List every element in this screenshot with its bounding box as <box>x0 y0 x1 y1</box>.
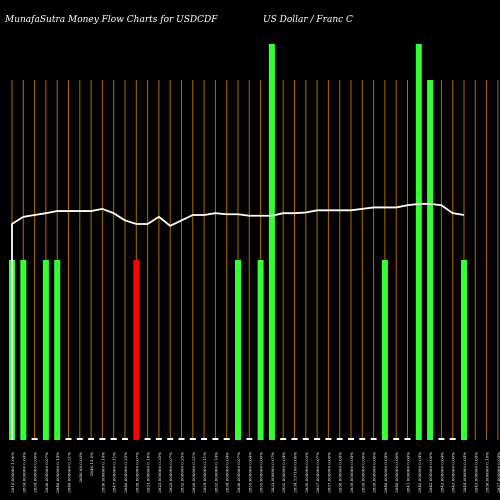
x-tick-labels: 2816.000000 1.00% 2834.000000 0.64% 2834.0… <box>10 452 500 493</box>
chart-title: MunafaSutra Money Flow Charts for USDCDF <box>4 15 218 25</box>
x-tick-label: 2841.000000 0.04% <box>406 452 411 493</box>
money-flow-bars <box>9 44 467 440</box>
bar <box>291 438 298 440</box>
bar <box>167 438 174 440</box>
x-tick-label: 2834.000000 0.64% <box>21 452 26 493</box>
bar <box>189 438 196 440</box>
x-tick-label: 2846.88 0.03% <box>78 452 83 483</box>
bar <box>336 438 343 440</box>
x-tick-label: 2844.000000 0.04% <box>462 452 467 493</box>
bar <box>314 438 321 440</box>
bar <box>110 438 117 440</box>
bar <box>348 438 354 440</box>
x-tick-label: 2835.000000 0.04% <box>247 452 252 493</box>
x-tick-label: 2843.000000 0.04% <box>439 452 444 493</box>
x-tick-label: 2836.000000 0.07% <box>236 452 241 493</box>
x-tick-label: 2836.000000 0.07% <box>44 452 49 493</box>
x-tick-label: 2837.000000 0.04% <box>496 452 500 493</box>
x-tick-label: 2843.000000 0.04% <box>473 452 478 493</box>
bar <box>42 260 49 440</box>
x-tick-label: 2838.000000 0.04% <box>338 452 343 493</box>
bar <box>449 438 456 440</box>
bar <box>122 438 128 440</box>
bar <box>246 438 253 440</box>
bar <box>65 438 72 440</box>
bar <box>223 438 230 440</box>
x-tick-label: 2834.137100 0.08% <box>293 452 298 493</box>
x-tick-label: 2842.000000 0.00% <box>428 452 433 493</box>
x-tick-label: 2829.000000 0.11% <box>202 452 207 493</box>
bar <box>257 260 264 440</box>
bar <box>144 438 151 440</box>
x-tick-label: 2833.000000 0.18% <box>146 452 151 493</box>
x-tick-label: 2832.000000 0.04% <box>281 452 286 493</box>
x-tick-label: 2850.000000 0.14% <box>100 452 105 493</box>
x-tick-label: 2840.000000 0.25% <box>123 452 128 493</box>
x-tick-label: 2846.000000 0.21% <box>67 452 72 493</box>
bar <box>88 438 95 440</box>
x-tick-label: 2823.000000 0.35% <box>157 452 162 493</box>
x-tick-label: 2838.000000 0.07% <box>134 452 139 493</box>
x-tick-label: 2840.000000 0.04% <box>383 452 388 493</box>
bar <box>427 80 434 440</box>
x-tick-label: 2846.13 0% <box>89 452 94 476</box>
x-tick-label: 2839.000000 0.04% <box>349 452 354 493</box>
bar <box>133 260 140 440</box>
bar <box>325 438 332 440</box>
x-tick-label: 2833.000000 0.07% <box>270 452 275 493</box>
x-tick-label: 2834.000000 0.04% <box>225 452 230 493</box>
price-line <box>11 202 465 440</box>
bar <box>381 260 388 440</box>
bar <box>404 438 411 440</box>
bar <box>99 438 106 440</box>
bar <box>370 438 377 440</box>
x-tick-label: 2837.000000 0.00% <box>326 452 331 493</box>
bar <box>359 438 366 440</box>
bar <box>76 438 83 440</box>
x-tick-label: 2834.000000 0.00% <box>33 452 38 493</box>
x-tick-label: 2833.000000 0.14% <box>213 452 218 493</box>
bar <box>201 438 208 440</box>
bar <box>393 438 400 440</box>
bar <box>178 438 185 440</box>
bar <box>155 438 162 440</box>
x-tick-label: 2837.000000 0.07% <box>315 452 320 493</box>
bar <box>212 438 219 440</box>
x-tick-label: 2847.000000 0.11% <box>112 452 117 493</box>
bar <box>268 44 275 440</box>
x-tick-label: 2842.000000 0.04% <box>417 452 422 493</box>
x-tick-label: 2838.000000 0.18% <box>485 452 490 493</box>
x-tick-label: 2816.000000 1.00% <box>10 452 15 493</box>
bar <box>20 260 27 440</box>
x-tick-label: 2826.000000 0.21% <box>191 452 196 493</box>
bar <box>280 438 287 440</box>
chart-subtitle: US Dollar / Franc C <box>263 15 353 25</box>
x-tick-label: 2832.000000 0.25% <box>180 452 185 493</box>
bar <box>438 438 445 440</box>
bar <box>235 260 241 440</box>
x-tick-label: 2839.000000 0.00% <box>360 452 365 493</box>
x-tick-label: 2840.000000 0.14% <box>55 452 60 493</box>
price-polyline <box>11 202 465 440</box>
bar <box>31 438 38 440</box>
x-tick-label: 2835.000000 0.00% <box>259 452 264 493</box>
bar <box>302 438 309 440</box>
bar <box>461 260 467 440</box>
x-tick-label: 2843.000000 0.00% <box>451 452 456 493</box>
bar <box>415 44 422 440</box>
bar <box>54 260 61 440</box>
x-tick-label: 2825.000000 0.07% <box>168 452 173 493</box>
x-tick-label: 2839.000000 0.00% <box>372 452 377 493</box>
x-tick-label: 2835.000000 0.03% <box>304 452 309 493</box>
x-tick-label: 2840.000000 0.00% <box>394 452 399 493</box>
